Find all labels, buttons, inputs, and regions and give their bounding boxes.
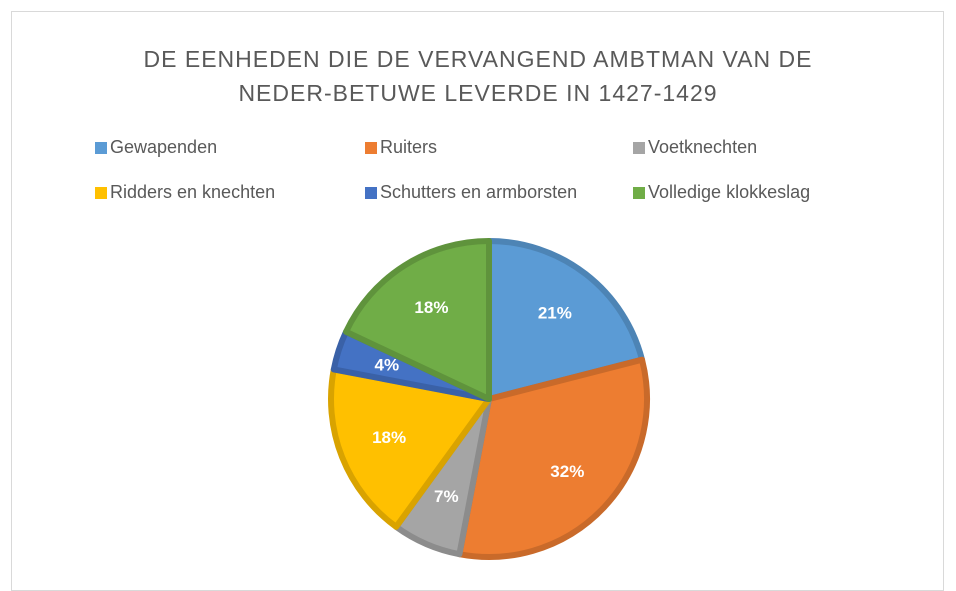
legend-label: Ridders en knechten bbox=[110, 182, 275, 202]
legend-swatch bbox=[633, 142, 645, 154]
chart-title: DE EENHEDEN DIE DE VERVANGEND AMBTMAN VA… bbox=[143, 46, 813, 106]
data-label: 32% bbox=[550, 462, 584, 481]
pie-slice bbox=[328, 366, 492, 530]
data-label: 18% bbox=[414, 298, 448, 317]
legend-label: Volledige klokkeslag bbox=[648, 182, 810, 202]
pie-slice bbox=[456, 356, 650, 560]
data-label: 7% bbox=[434, 487, 459, 506]
legend-swatch bbox=[95, 187, 107, 199]
pie-slice bbox=[343, 238, 492, 402]
legend-swatch bbox=[365, 187, 377, 199]
legend-label: Schutters en armborsten bbox=[380, 182, 577, 202]
pie-slice bbox=[486, 238, 646, 402]
legend-label: Voetknechten bbox=[648, 137, 757, 157]
legend-swatch bbox=[365, 142, 377, 154]
data-label: 4% bbox=[375, 355, 400, 374]
legend-swatch bbox=[95, 142, 107, 154]
legend-label: Gewapenden bbox=[110, 137, 217, 157]
data-label: 18% bbox=[372, 428, 406, 447]
legend-swatch bbox=[633, 187, 645, 199]
legend-label: Ruiters bbox=[380, 137, 437, 157]
data-label: 21% bbox=[538, 304, 572, 323]
